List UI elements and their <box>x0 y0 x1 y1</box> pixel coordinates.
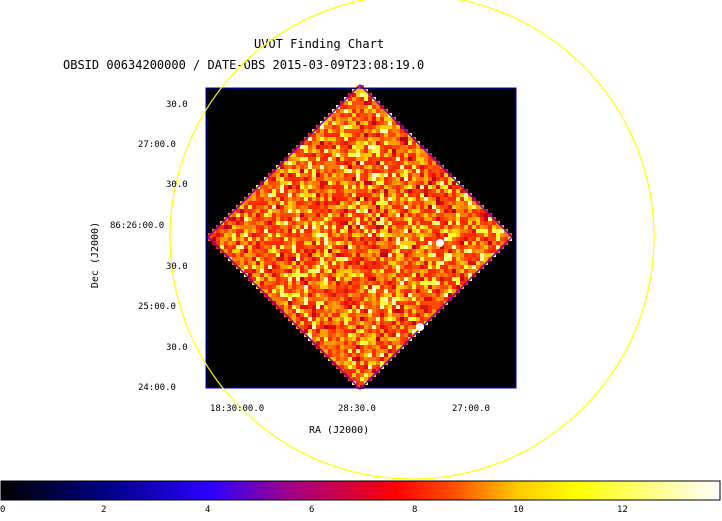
y-tick-label: 27:00.0 <box>138 140 176 150</box>
x-tick-label: 27:00.0 <box>452 404 490 414</box>
y-tick-label: 24:00.0 <box>138 383 176 393</box>
colorbar-gradient <box>0 480 721 501</box>
pixel-layer <box>228 93 504 385</box>
colorbar-tick-label: 10 <box>513 505 524 515</box>
y-tick-label: 86:26:00.0 <box>110 221 165 231</box>
colorbar-tick-label: 4 <box>205 505 211 515</box>
chart-subtitle: OBSID 00634200000 / DATE-OBS 2015-03-09T… <box>63 58 425 72</box>
x-tick-label: 18:30:00.0 <box>210 404 265 414</box>
pixel-layer <box>220 97 504 381</box>
colorbar-tick-label: 12 <box>617 505 628 515</box>
colorbar-tick-label: 2 <box>101 505 107 515</box>
y-tick-label: 30.0 <box>166 343 188 353</box>
x-axis-label: RA (J2000) <box>309 425 370 436</box>
x-tick-label: 28:30.0 <box>338 404 376 414</box>
y-tick-label: 30.0 <box>166 262 188 272</box>
y-axis-label: Dec (J2000) <box>90 221 101 289</box>
chart-title: UVOT Finding Chart <box>254 37 385 51</box>
field-of-view-circle <box>169 0 655 480</box>
exposure-map-pixels <box>206 83 514 391</box>
image-frame <box>205 87 517 389</box>
pixel-layer <box>220 85 496 377</box>
y-tick-label: 30.0 <box>166 180 188 190</box>
bright-source <box>436 239 444 247</box>
y-tick-label: 30.0 <box>166 100 188 110</box>
diamond-edge <box>206 83 514 391</box>
pixel-layer <box>212 101 508 389</box>
colorbar <box>0 480 721 501</box>
pixel-layer <box>212 93 488 369</box>
colorbar-tick-label: 6 <box>309 505 315 515</box>
bright-source <box>416 323 424 331</box>
colorbar-tick-label: 8 <box>412 505 418 515</box>
colorbar-tick-label: 0 <box>0 505 6 515</box>
y-tick-label: 25:00.0 <box>138 302 176 312</box>
